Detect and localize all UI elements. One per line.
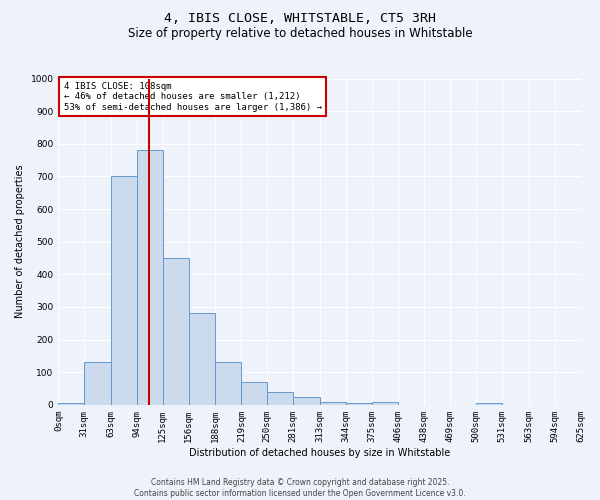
Text: Contains HM Land Registry data © Crown copyright and database right 2025.
Contai: Contains HM Land Registry data © Crown c… <box>134 478 466 498</box>
Bar <box>163 258 189 405</box>
Bar <box>137 150 163 405</box>
X-axis label: Distribution of detached houses by size in Whitstable: Distribution of detached houses by size … <box>189 448 450 458</box>
Bar <box>189 314 215 405</box>
Bar <box>241 382 267 405</box>
Bar <box>320 402 346 405</box>
Bar <box>346 403 371 405</box>
Y-axis label: Number of detached properties: Number of detached properties <box>15 165 25 318</box>
Text: 4 IBIS CLOSE: 108sqm
← 46% of detached houses are smaller (1,212)
53% of semi-de: 4 IBIS CLOSE: 108sqm ← 46% of detached h… <box>64 82 322 112</box>
Bar <box>293 396 320 405</box>
Bar <box>58 403 85 405</box>
Bar <box>215 362 241 405</box>
Bar <box>111 176 137 405</box>
Bar <box>85 362 111 405</box>
Text: Size of property relative to detached houses in Whitstable: Size of property relative to detached ho… <box>128 28 472 40</box>
Bar <box>476 403 502 405</box>
Bar <box>267 392 293 405</box>
Text: 4, IBIS CLOSE, WHITSTABLE, CT5 3RH: 4, IBIS CLOSE, WHITSTABLE, CT5 3RH <box>164 12 436 26</box>
Bar <box>371 402 398 405</box>
